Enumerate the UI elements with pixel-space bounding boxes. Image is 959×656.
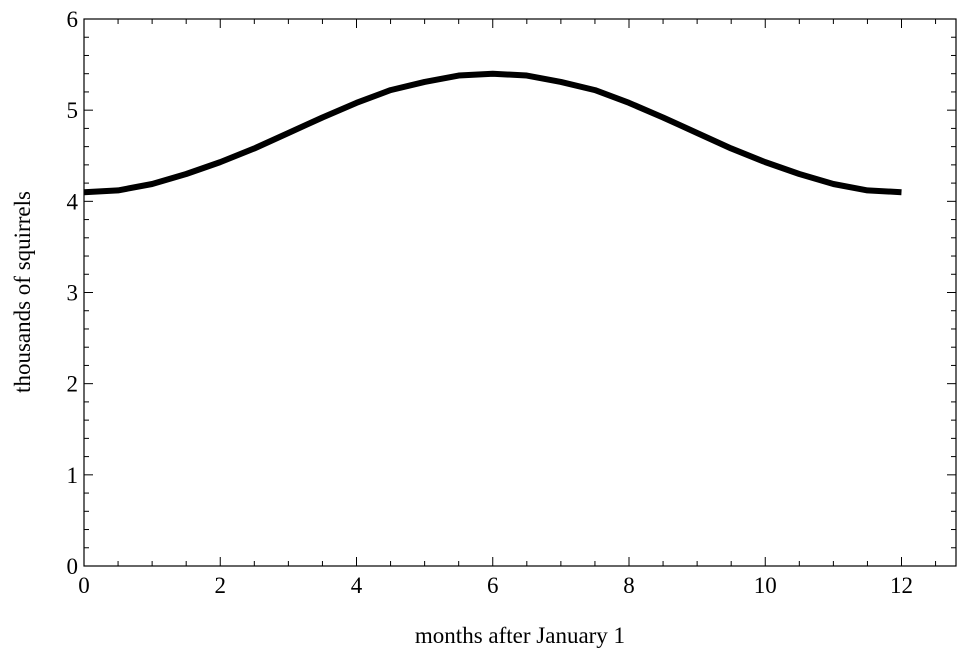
x-tick-label: 4 (351, 573, 363, 598)
x-tick-label: 0 (78, 573, 90, 598)
x-tick-label: 2 (215, 573, 227, 598)
y-axis-label: thousands of squirrels (10, 191, 35, 393)
series-line (83, 70, 902, 196)
y-tick-label: 4 (67, 189, 79, 214)
x-tick-label: 8 (623, 573, 635, 598)
ticks-layer (83, 18, 956, 567)
x-tick-label: 6 (487, 573, 499, 598)
series-layer (83, 70, 902, 196)
y-tick-label: 5 (67, 98, 79, 123)
y-tick-label: 0 (67, 554, 79, 579)
y-tick-label: 1 (67, 463, 79, 488)
x-axis-label: months after January 1 (415, 623, 625, 648)
y-tick-label: 3 (67, 281, 79, 306)
y-tick-label: 2 (67, 372, 79, 397)
plot-frame (83, 18, 957, 567)
y-tick-label: 6 (67, 7, 79, 32)
x-tick-label: 10 (754, 573, 777, 598)
x-tick-label: 12 (890, 573, 913, 598)
